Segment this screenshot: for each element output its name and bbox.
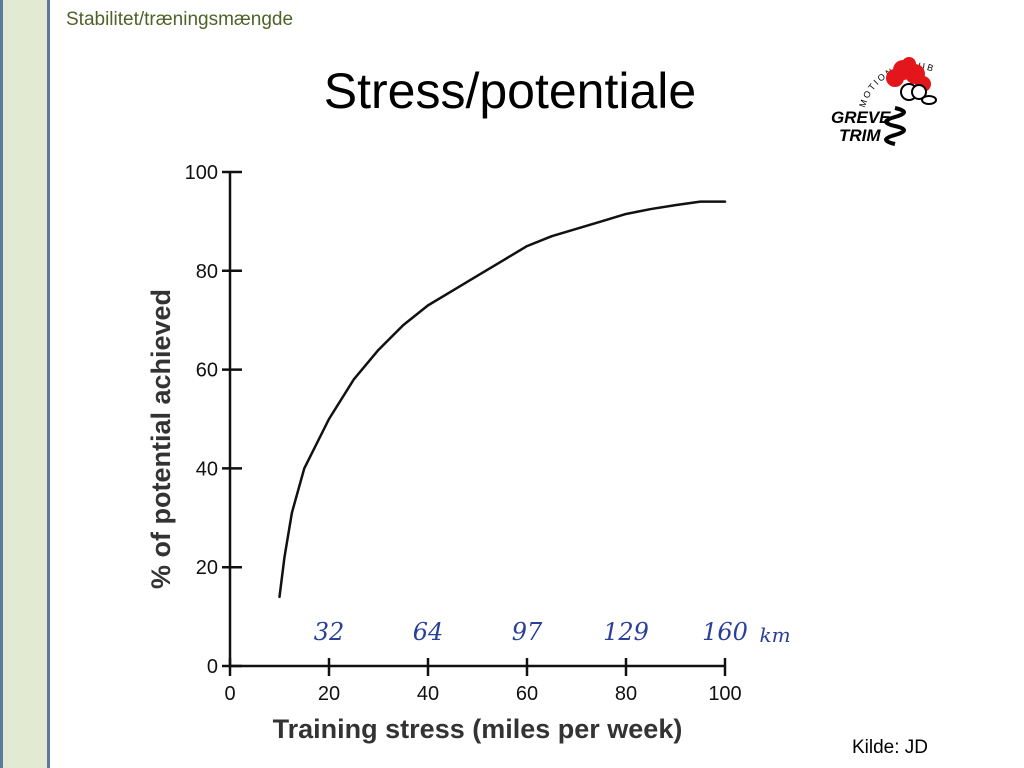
x-tick-label: 40 bbox=[417, 683, 439, 705]
x-tick-label: 100 bbox=[708, 683, 741, 705]
x-tick-label: 20 bbox=[318, 683, 340, 705]
x-tick-label: 0 bbox=[224, 683, 235, 705]
y-axis-label: % of potential achieved bbox=[146, 289, 176, 589]
y-tick-label: 80 bbox=[196, 261, 218, 283]
km-label: 129 bbox=[603, 618, 649, 646]
logo-line2: TRIM bbox=[839, 126, 881, 145]
y-tick-label: 100 bbox=[185, 162, 218, 184]
km-label: 160 bbox=[702, 618, 748, 646]
km-unit-label: km bbox=[759, 623, 790, 647]
x-tick-label: 60 bbox=[516, 683, 538, 705]
slide-title: Stress/potentiale bbox=[323, 63, 697, 119]
series-line bbox=[278, 200, 727, 599]
club-logo: MOTIONSKLUB GREVE TRIM bbox=[831, 57, 937, 146]
logo-spring-icon bbox=[884, 106, 906, 146]
km-label: 97 bbox=[512, 618, 543, 646]
logo-hair bbox=[886, 57, 931, 92]
y-tick-label: 0 bbox=[207, 656, 218, 678]
logo-face-icon bbox=[900, 83, 937, 105]
x-axis-label: Training stress (miles per week) bbox=[273, 714, 683, 744]
km-label: 32 bbox=[314, 618, 345, 646]
stress-potential-chart: 0 20 40 60 80 100 0 20 40 60 80 100 Training stress … bbox=[146, 162, 791, 744]
section-label: Stabilitet/træningsmængde bbox=[66, 9, 294, 30]
km-label: 64 bbox=[413, 618, 444, 646]
side-bar bbox=[0, 0, 50, 768]
logo-line1: GREVE bbox=[831, 108, 891, 127]
x-tick-label: 80 bbox=[615, 683, 637, 705]
y-tick-label: 40 bbox=[196, 458, 218, 480]
y-tick-label: 20 bbox=[196, 557, 218, 579]
y-tick-label: 60 bbox=[196, 360, 218, 382]
source-label: Kilde: JD bbox=[852, 737, 929, 758]
